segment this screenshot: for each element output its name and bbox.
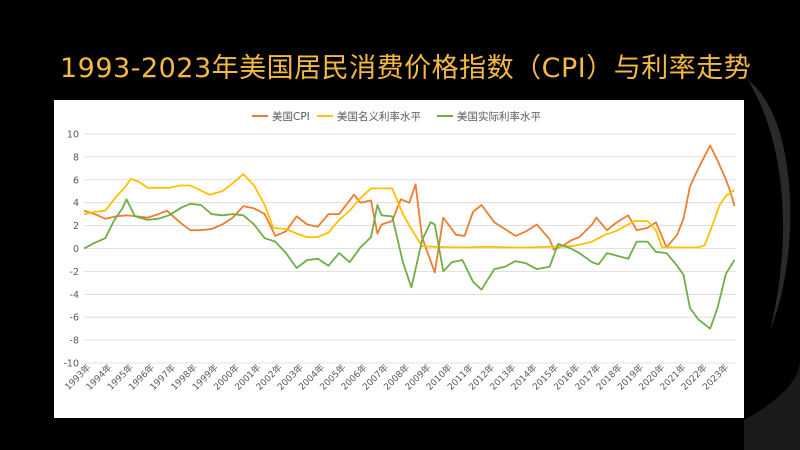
y-tick-label: 6	[73, 175, 79, 186]
line-chart: 1086420-2-4-6-8-101993年1994年1995年1996年19…	[62, 110, 736, 393]
y-tick-label: 8	[73, 152, 79, 163]
legend-label: 美国CPI	[272, 110, 310, 123]
y-tick-label: -2	[70, 267, 79, 278]
y-tick-label: 2	[73, 221, 79, 232]
legend-label: 美国实际利率水平	[457, 110, 541, 123]
series-line-3	[83, 198, 736, 330]
y-tick-label: -10	[63, 359, 79, 370]
y-tick-label: -4	[70, 290, 79, 301]
series-line-1	[83, 144, 736, 274]
y-tick-label: 10	[67, 130, 79, 141]
series-line-2	[83, 173, 736, 249]
chart-panel: 10 8 6 4 2 0 -2 -4 -6 -8 -10 1993年 1994年 1995年 1996年 19…	[54, 100, 744, 418]
swoosh-shape	[748, 80, 791, 330]
y-tick-label: -6	[70, 313, 79, 324]
y-tick-label: 0	[73, 244, 79, 255]
swoosh-shape-bottom	[744, 360, 800, 450]
legend-label: 美国名义利率水平	[337, 110, 421, 123]
slide-title: 1993-2023年美国居民消费价格指数（CPI）与利率走势	[60, 53, 752, 84]
y-tick-label: 4	[73, 198, 79, 209]
y-tick-label: -8	[70, 336, 79, 347]
